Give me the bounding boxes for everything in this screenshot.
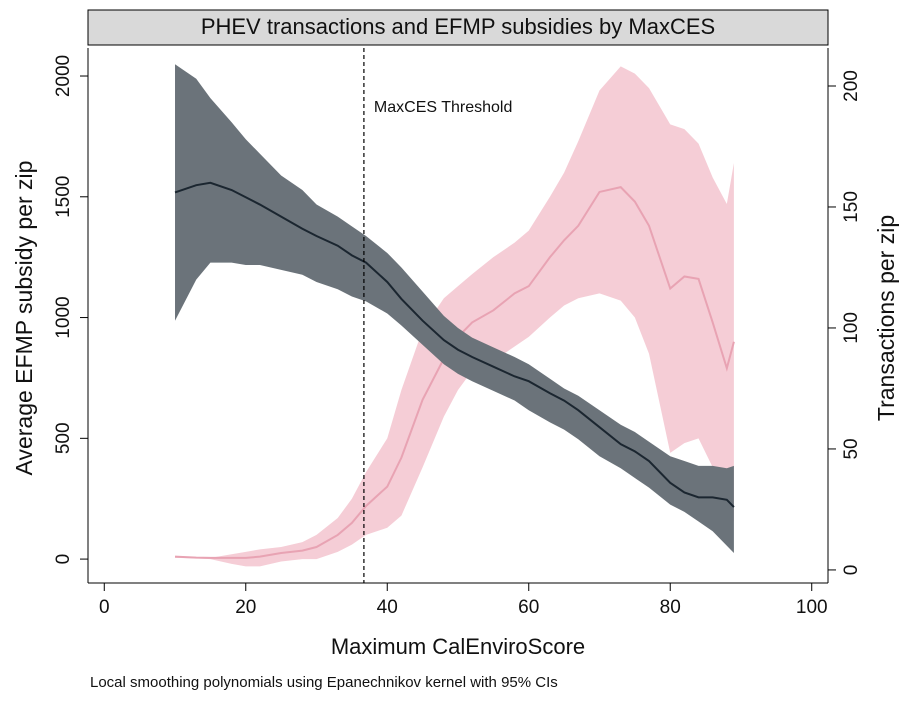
y-axis-title: Average EFMP subsidy per zip [11, 161, 37, 476]
y2-tick-label: 50 [841, 438, 862, 459]
y2-axis-title: Transactions per zip [873, 215, 899, 421]
x-axis-title: Maximum CalEnviroScore [331, 634, 585, 659]
ci-band [175, 64, 734, 553]
x-tick-label: 0 [99, 597, 110, 618]
y-tick-label: 1000 [53, 296, 74, 338]
y2-tick-label: 200 [841, 70, 862, 102]
x-tick-label: 60 [518, 597, 539, 618]
x-tick-label: 20 [235, 597, 256, 618]
line [174, 181, 735, 508]
y-tick-label: 0 [53, 554, 74, 565]
line [174, 186, 735, 559]
y2-tick-label: 100 [841, 312, 862, 344]
y2-tick-label: 150 [841, 191, 862, 223]
ci-band [175, 66, 734, 567]
note: Local smoothing polynomials using Epanec… [90, 674, 558, 691]
x-tick-label: 100 [796, 597, 828, 618]
x-tick-label: 40 [377, 597, 398, 618]
x-tick-label: 80 [660, 597, 681, 618]
title-box [87, 9, 829, 46]
y2-tick-label: 0 [841, 565, 862, 576]
y-tick-label: 1500 [53, 176, 74, 218]
chart-title: PHEV transactions and EFMP subsidies by … [201, 14, 715, 39]
y-tick-label: 500 [53, 422, 74, 454]
annotation: MaxCES Threshold [374, 99, 512, 116]
y-tick-label: 2000 [53, 55, 74, 97]
